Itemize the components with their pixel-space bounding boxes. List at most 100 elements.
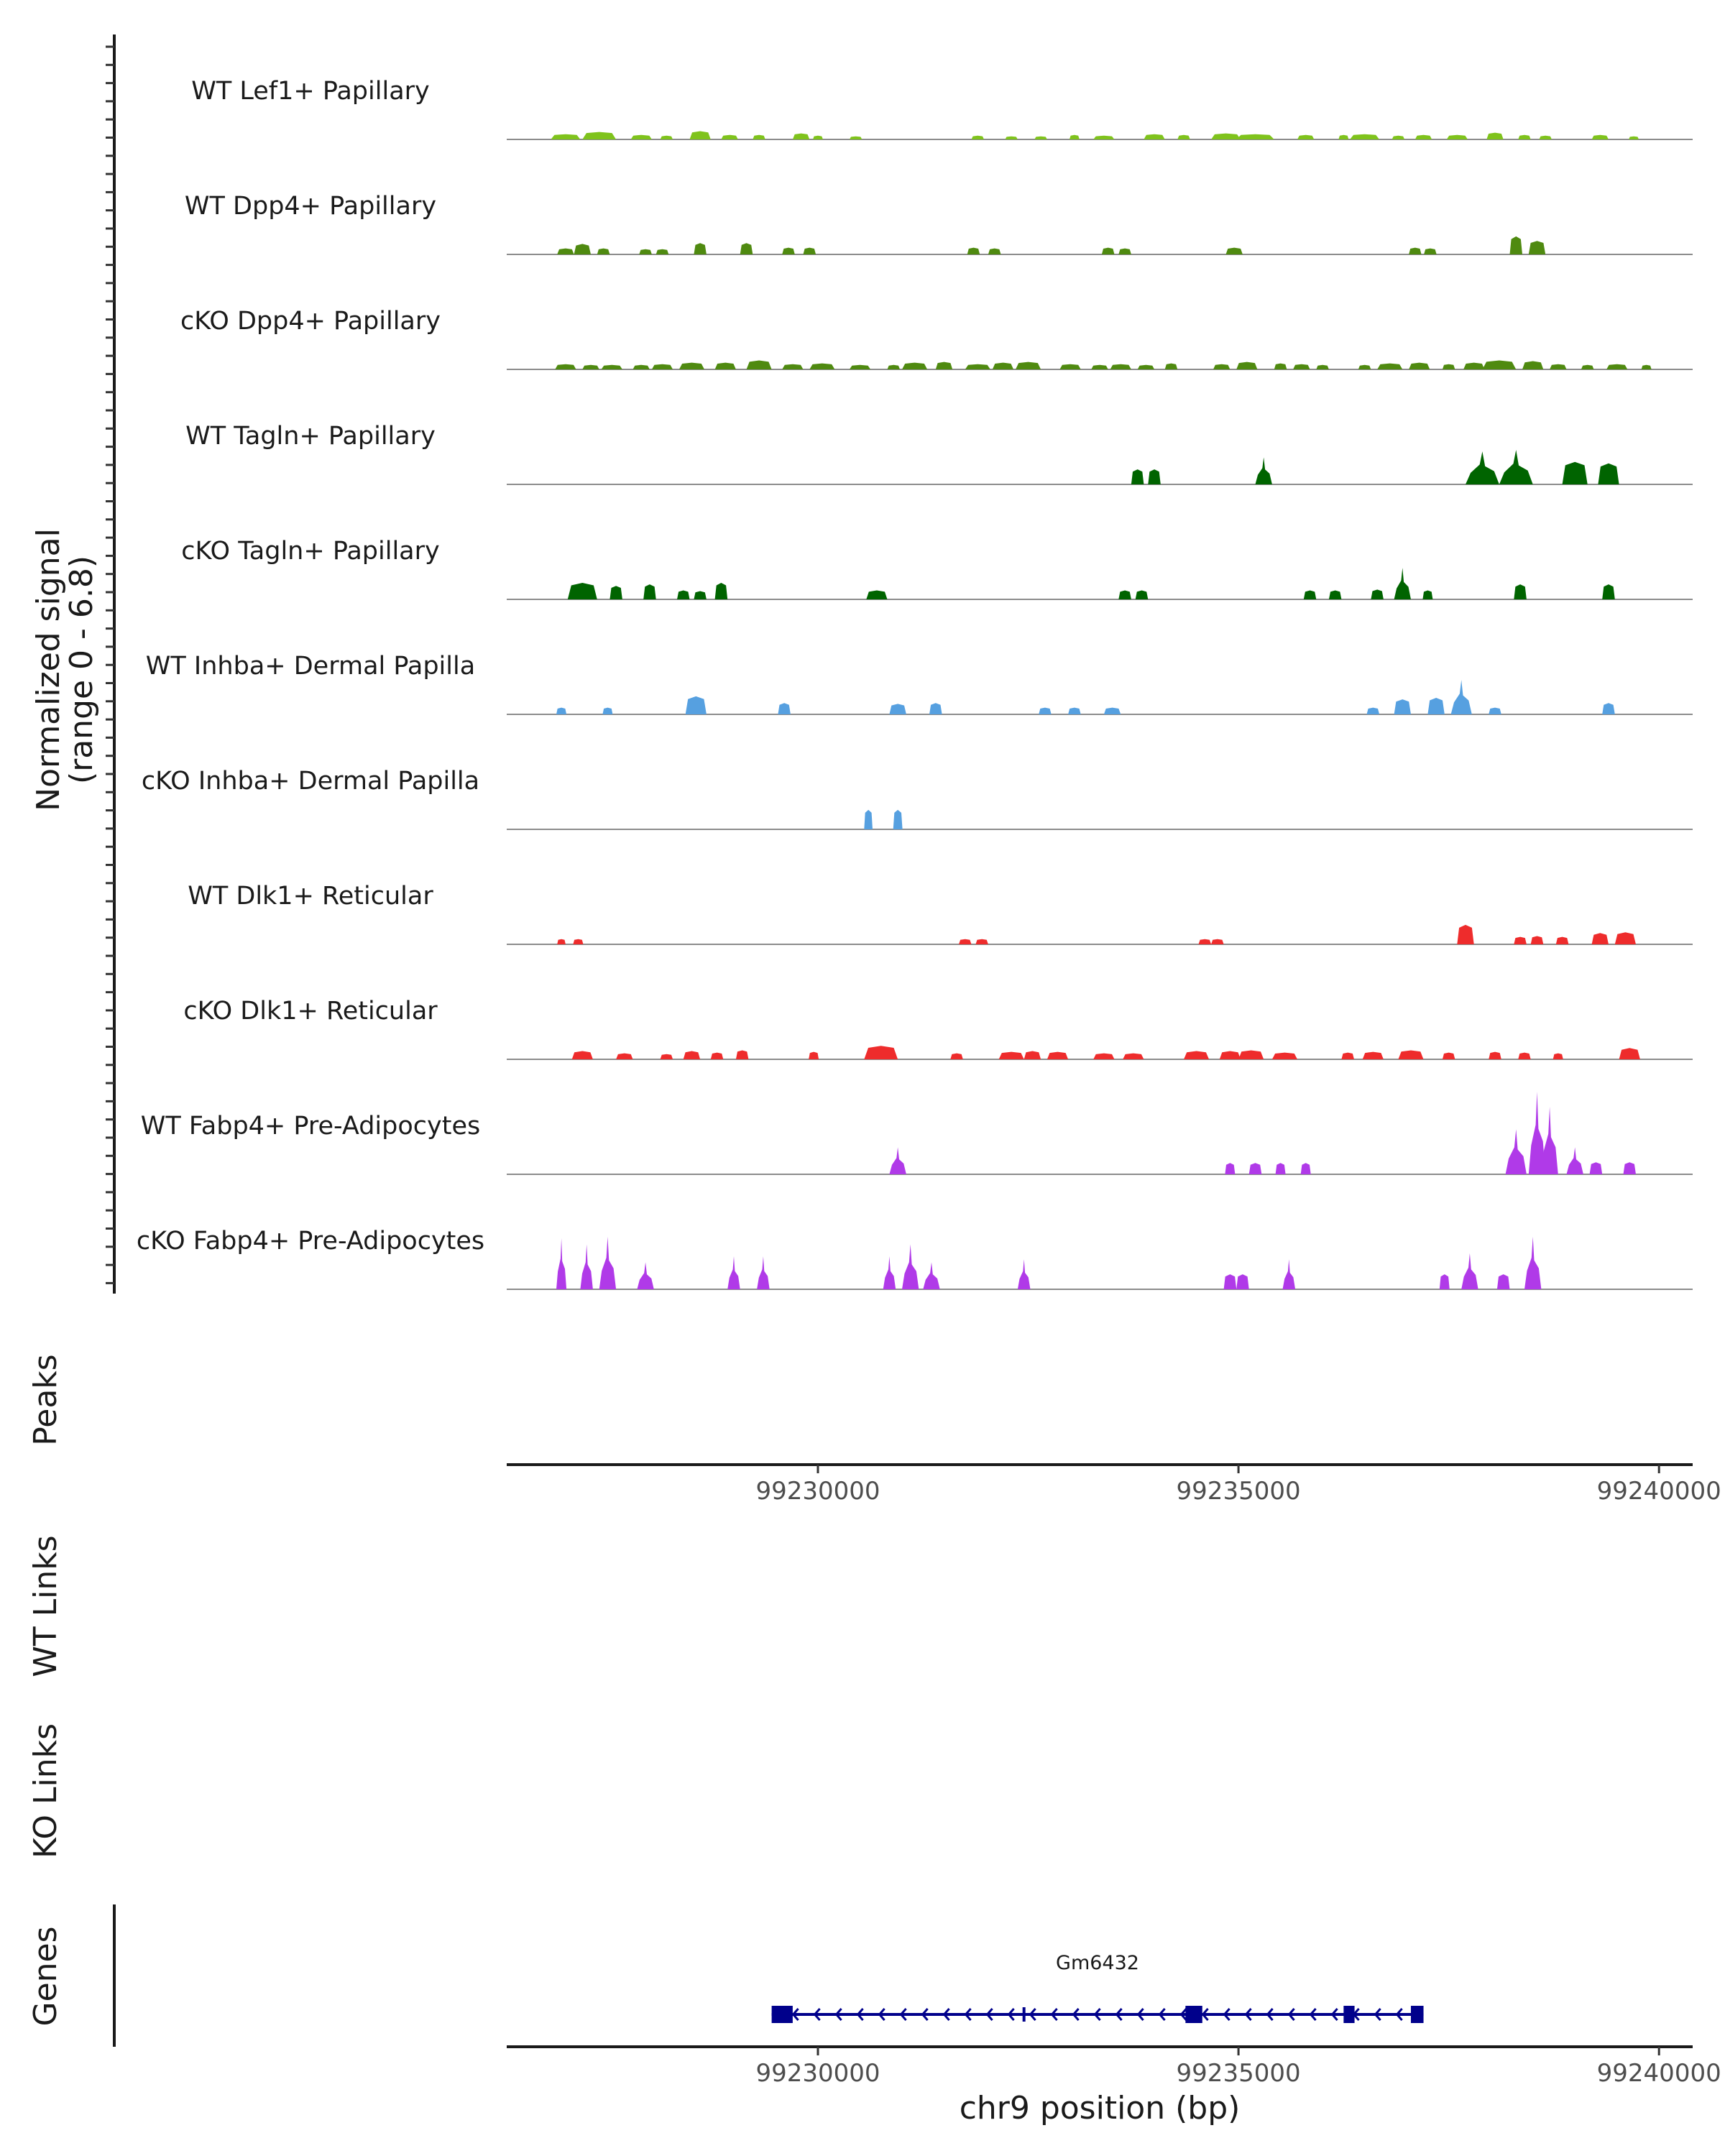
coverage-peak <box>883 1256 896 1289</box>
coverage-peak <box>864 1046 898 1059</box>
coverage-peak <box>551 134 581 139</box>
x-tick-label: 99240000 <box>1597 1477 1721 1506</box>
coverage-peak <box>637 1262 654 1289</box>
coverage-peak <box>1614 932 1636 944</box>
coverage-peak <box>1482 360 1517 369</box>
coverage-peak <box>1409 247 1422 254</box>
coverage-peak <box>923 1262 940 1289</box>
track-8: cKO Dlk1+ Reticular <box>183 997 1693 1060</box>
coverage-peak <box>1598 463 1619 484</box>
coverage-peak <box>1424 248 1437 254</box>
coverage-peak <box>1059 364 1081 369</box>
coverage-peak <box>1039 707 1052 714</box>
track-label: cKO Dpp4+ Papillary <box>180 307 441 336</box>
coverage-peak <box>866 590 888 599</box>
track-3: WT Tagln+ Papillary <box>185 422 1693 485</box>
coverage-peak <box>1118 248 1131 254</box>
track-9: WT Fabp4+ Pre-Adipocytes <box>141 1092 1693 1175</box>
coverage-peak <box>998 1051 1024 1059</box>
strand-arrow <box>1309 2008 1317 2021</box>
coverage-peak <box>1316 364 1329 369</box>
strand-arrow <box>1136 2008 1144 2021</box>
coverage-peak <box>678 362 704 369</box>
coverage-peak <box>651 364 673 369</box>
coverage-peak <box>1528 1092 1546 1174</box>
coverage-peak <box>778 703 791 714</box>
coverage-peak <box>677 590 690 599</box>
coverage-peak <box>887 364 901 369</box>
coverage-peak <box>740 243 753 254</box>
strand-arrow <box>921 2008 929 2021</box>
track-label: cKO Dlk1+ Reticular <box>183 997 438 1026</box>
strand-arrow <box>878 2008 886 2021</box>
coverage-peak <box>1463 362 1485 369</box>
track-4: cKO Tagln+ Papillary <box>181 537 1693 600</box>
coverage-peak <box>782 247 795 254</box>
coverage-peak <box>1016 361 1041 369</box>
coverage-peak <box>683 1051 701 1059</box>
coverage-peak <box>656 249 669 254</box>
coverage-peak <box>1123 1053 1144 1059</box>
coverage-peak <box>746 360 772 369</box>
track-1: WT Dpp4+ Papillary <box>185 192 1693 255</box>
coverage-peak <box>1499 450 1533 484</box>
coverage-peak <box>967 247 980 254</box>
coverage-peak <box>1394 699 1411 714</box>
coverage-peak <box>935 361 953 369</box>
x-axis-lower-ticks: 99230000 99235000 99240000 <box>755 2047 1721 2088</box>
coverage-peak <box>1514 584 1527 599</box>
coverage-peak <box>864 809 873 829</box>
coverage-tracks: WT Lef1+ Papillary WT Dpp4+ Papillary cKO … <box>137 77 1693 1290</box>
coverage-peak <box>689 131 711 139</box>
coverage-peak <box>694 243 707 254</box>
coverage-peak <box>1550 364 1567 369</box>
coverage-peak <box>1110 364 1131 369</box>
strand-arrow <box>1244 2008 1252 2021</box>
coverage-peak <box>1211 939 1224 944</box>
ko-links-section-label: KO Links <box>27 1723 64 1858</box>
coverage-peak <box>1046 1051 1069 1059</box>
coverage-peak <box>1589 1162 1603 1174</box>
coverage-peak <box>1566 1147 1583 1174</box>
coverage-peak <box>582 132 617 139</box>
track-6: cKO Inhba+ Dermal Papilla <box>142 767 1693 830</box>
coverage-peak <box>965 364 990 369</box>
genes-section-label: Genes <box>27 1926 64 2026</box>
coverage-peak <box>582 364 599 369</box>
coverage-peak <box>1069 134 1080 139</box>
coverage-peak <box>1358 364 1371 369</box>
track-7: WT Dlk1+ Reticular <box>188 882 1693 945</box>
coverage-peak <box>1394 568 1411 599</box>
coverage-peak <box>1137 364 1155 369</box>
track-label: WT Lef1+ Papillary <box>191 77 430 106</box>
coverage-peak <box>727 1256 740 1289</box>
coverage-peak <box>792 133 810 139</box>
coverage-peak <box>556 707 567 714</box>
coverage-peak <box>557 939 566 944</box>
coverage-peak <box>929 703 942 714</box>
coverage-peak <box>988 248 1001 254</box>
strand-arrow <box>1115 2008 1123 2021</box>
coverage-peak <box>1101 247 1115 254</box>
coverage-peak <box>714 362 736 369</box>
strand-arrow <box>813 2008 821 2021</box>
coverage-peak <box>950 1053 963 1059</box>
coverage-peak <box>1341 1052 1354 1059</box>
coverage-peak <box>1528 241 1546 254</box>
track-2: cKO Dpp4+ Papillary <box>180 307 1693 370</box>
coverage-peak <box>1225 247 1243 254</box>
coverage-peak <box>1461 1253 1478 1289</box>
coverage-peak <box>1446 134 1468 139</box>
strand-arrow <box>1374 2008 1381 2021</box>
strand-arrow <box>899 2008 907 2021</box>
coverage-peak <box>1489 1051 1501 1059</box>
coverage-peak <box>1522 361 1544 369</box>
coverage-peak <box>849 364 871 369</box>
coverage-peak <box>1602 703 1615 714</box>
y-axis-ticks <box>106 45 114 1284</box>
coverage-peak <box>1034 136 1047 139</box>
coverage-peak <box>1505 1129 1527 1174</box>
coverage-peak <box>1093 1053 1115 1059</box>
coverage-peak <box>1198 939 1212 944</box>
coverage-peak <box>971 135 985 139</box>
